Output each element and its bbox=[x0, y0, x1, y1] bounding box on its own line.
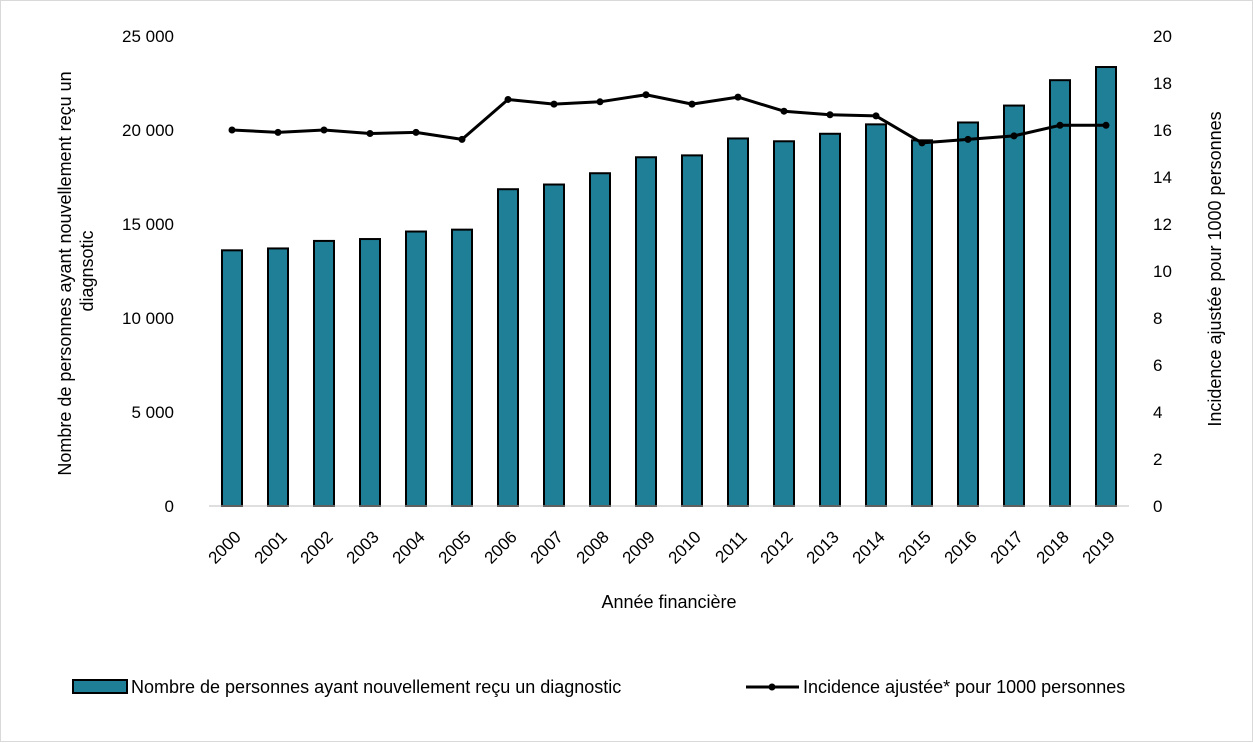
incidence-point-2005 bbox=[458, 135, 466, 143]
x-tick-label: 2006 bbox=[481, 527, 521, 567]
y2-tick-label: 12 bbox=[1153, 215, 1172, 234]
bar-2000 bbox=[221, 249, 243, 507]
y2-tick-label: 4 bbox=[1153, 403, 1162, 422]
incidence-point-2014 bbox=[872, 112, 880, 120]
x-tick-label: 2010 bbox=[665, 527, 705, 567]
bar-2010 bbox=[681, 154, 703, 507]
x-tick-label: 2019 bbox=[1079, 527, 1119, 567]
bar-2001 bbox=[267, 247, 289, 507]
y-axis-title-line-1: Nombre de personnes ayant nouvellement r… bbox=[55, 71, 75, 475]
y-axis-title-line-2: diagnsotic bbox=[77, 230, 97, 311]
incidence-point-2013 bbox=[826, 111, 834, 119]
incidence-point-2018 bbox=[1056, 121, 1064, 129]
incidence-point-2002 bbox=[320, 126, 328, 134]
bar-2002 bbox=[313, 239, 335, 507]
x-tick-label: 2013 bbox=[803, 527, 843, 567]
x-tick-label: 2017 bbox=[987, 527, 1027, 567]
incidence-point-2001 bbox=[274, 128, 282, 136]
x-tick-label: 2011 bbox=[712, 527, 751, 566]
y2-axis-title: Incidence ajustée pour 1000 personnes bbox=[1205, 111, 1225, 426]
line-group bbox=[228, 91, 1110, 147]
bar-2014 bbox=[865, 123, 887, 508]
incidence-line bbox=[231, 93, 1106, 145]
x-tick-label: 2001 bbox=[251, 527, 291, 567]
incidence-point-2009 bbox=[642, 91, 650, 99]
incidence-point-2011 bbox=[734, 93, 742, 101]
y-tick-label: 0 bbox=[165, 497, 174, 516]
bar-2017 bbox=[1003, 104, 1025, 507]
x-tick-label: 2016 bbox=[941, 527, 981, 567]
incidence-point-2000 bbox=[228, 126, 236, 134]
y2-tick-label: 20 bbox=[1153, 27, 1172, 46]
y2-tick-label: 14 bbox=[1153, 168, 1172, 187]
incidence-point-2006 bbox=[504, 95, 512, 103]
bar-2015 bbox=[911, 139, 933, 507]
y2-tick-label: 6 bbox=[1153, 356, 1162, 375]
bar-2004 bbox=[405, 230, 427, 508]
x-tick-label: 2004 bbox=[389, 527, 429, 567]
bar-2018 bbox=[1049, 79, 1071, 508]
bar-2019 bbox=[1095, 66, 1117, 508]
y-tick-label: 20 000 bbox=[122, 121, 174, 140]
x-tick-label: 2003 bbox=[343, 527, 383, 567]
x-tick-label: 2009 bbox=[619, 527, 659, 567]
y-tick-label: 10 000 bbox=[122, 309, 174, 328]
bar-2009 bbox=[635, 156, 657, 507]
bar-2012 bbox=[773, 140, 795, 507]
incidence-point-2016 bbox=[964, 135, 972, 143]
legend-line-label: Incidence ajustée* pour 1000 personnes bbox=[803, 677, 1125, 697]
incidence-point-2010 bbox=[688, 100, 696, 108]
y2-tick-label: 10 bbox=[1153, 262, 1172, 281]
bar-2016 bbox=[957, 121, 979, 507]
bar-2003 bbox=[359, 238, 381, 507]
y2-tick-label: 16 bbox=[1153, 121, 1172, 140]
x-tick-label: 2008 bbox=[573, 527, 613, 567]
incidence-point-2012 bbox=[780, 107, 788, 115]
y2-tick-label: 0 bbox=[1153, 497, 1162, 516]
bar-2005 bbox=[451, 228, 473, 507]
x-tick-label: 2005 bbox=[435, 527, 475, 567]
incidence-point-2007 bbox=[550, 100, 558, 108]
y-tick-label: 25 000 bbox=[122, 27, 174, 46]
y2-tick-label: 2 bbox=[1153, 450, 1162, 469]
bar-2006 bbox=[497, 188, 519, 507]
incidence-point-2015 bbox=[918, 139, 926, 147]
bar-2008 bbox=[589, 172, 611, 508]
x-tick-label: 2018 bbox=[1033, 527, 1073, 567]
x-tick-label: 2015 bbox=[895, 527, 935, 567]
bar-2007 bbox=[543, 183, 565, 508]
y-tick-label: 5 000 bbox=[131, 403, 174, 422]
x-tick-label: 2007 bbox=[527, 527, 567, 567]
legend-line-marker bbox=[768, 683, 776, 691]
bar-2011 bbox=[727, 137, 749, 508]
incidence-point-2003 bbox=[366, 130, 374, 138]
y-axis-title: Nombre de personnes ayant nouvellement r… bbox=[55, 66, 97, 475]
x-tick-label: 2000 bbox=[205, 527, 245, 567]
incidence-point-2004 bbox=[412, 128, 420, 136]
x-tick-label: 2014 bbox=[849, 527, 889, 567]
x-tick-label: 2002 bbox=[297, 527, 337, 567]
incidence-point-2019 bbox=[1102, 121, 1110, 129]
legend-bar-swatch bbox=[72, 679, 128, 694]
y2-tick-label: 18 bbox=[1153, 74, 1172, 93]
x-axis-title: Année financière bbox=[601, 592, 736, 612]
incidence-point-2017 bbox=[1010, 132, 1018, 140]
x-tick-label: 2012 bbox=[757, 527, 797, 567]
y-tick-label: 15 000 bbox=[122, 215, 174, 234]
bar-2013 bbox=[819, 132, 841, 507]
legend-bar-label: Nombre de personnes ayant nouvellement r… bbox=[131, 677, 621, 697]
legend: Nombre de personnes ayant nouvellement r… bbox=[72, 677, 1125, 697]
y2-tick-label: 8 bbox=[1153, 309, 1162, 328]
incidence-point-2008 bbox=[596, 98, 604, 106]
